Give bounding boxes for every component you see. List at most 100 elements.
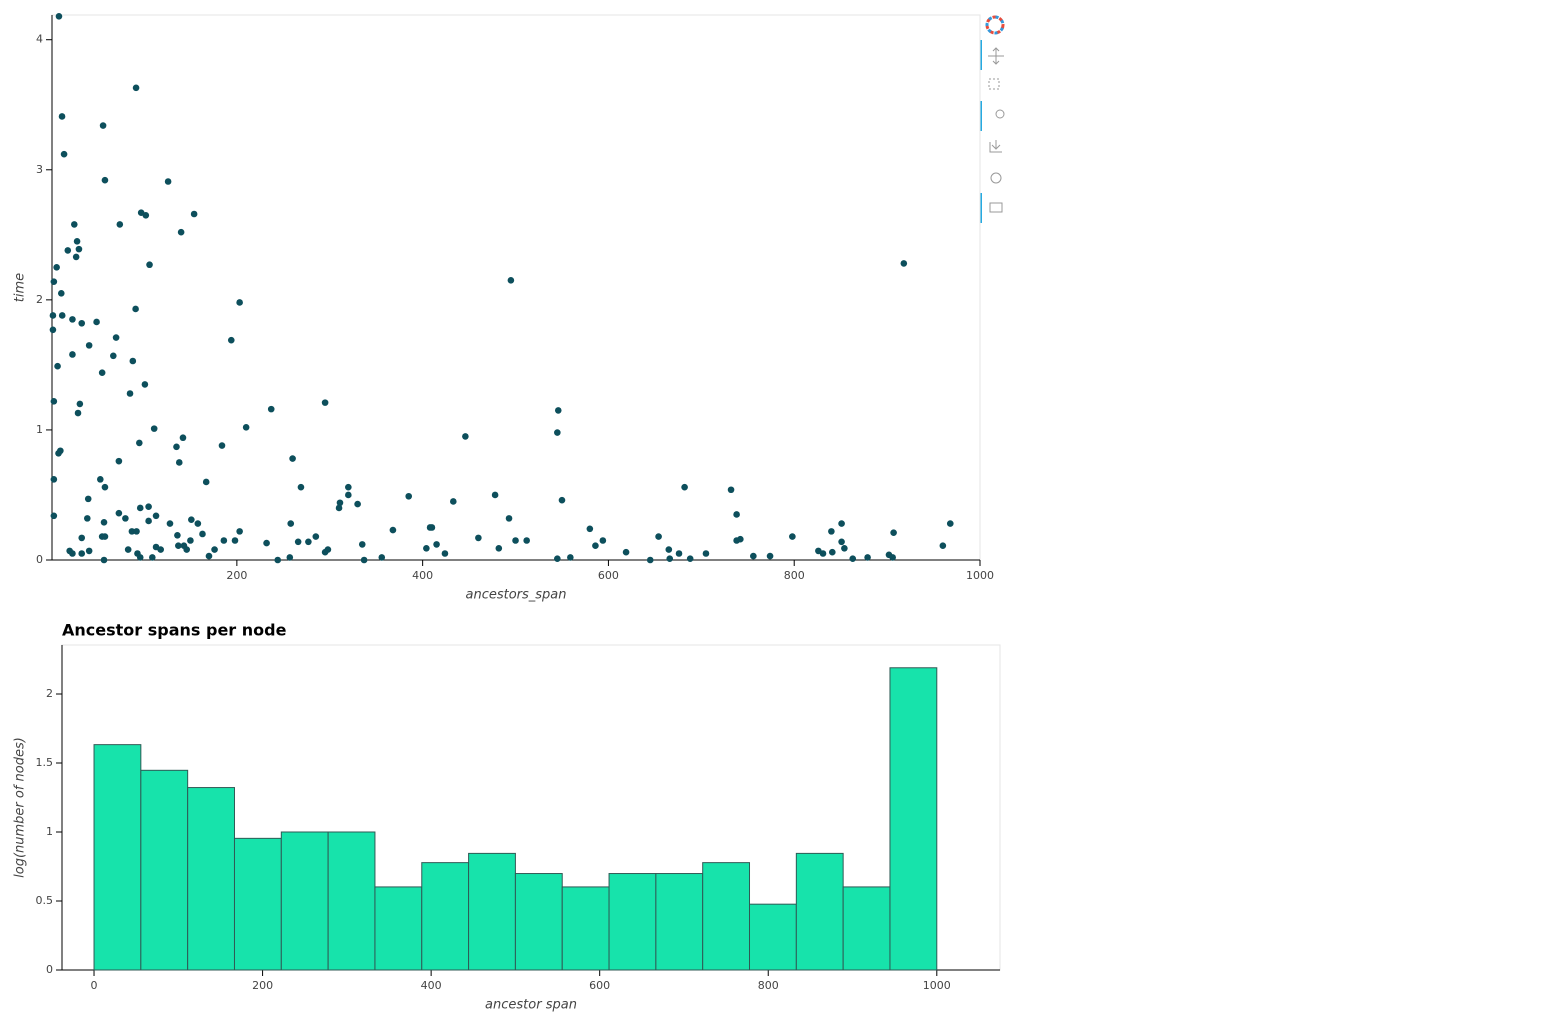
point <box>354 500 361 508</box>
point <box>69 550 76 557</box>
box-zoom-tool[interactable] <box>988 78 1000 90</box>
point <box>335 504 343 512</box>
point <box>54 362 61 370</box>
bar <box>280 831 329 971</box>
point <box>157 546 164 553</box>
point <box>100 556 108 564</box>
point <box>274 556 282 564</box>
point <box>218 442 226 449</box>
y-tick-label: 3 <box>36 163 43 176</box>
point <box>727 486 735 494</box>
y-tick-label: 0 <box>46 963 53 976</box>
point <box>199 530 206 538</box>
hover-tool[interactable] <box>989 202 1003 213</box>
point <box>53 264 60 271</box>
point <box>175 542 182 549</box>
point <box>345 483 352 491</box>
point <box>132 84 140 92</box>
point <box>849 555 857 562</box>
point <box>110 352 117 360</box>
point <box>122 515 129 522</box>
point <box>194 520 202 527</box>
bar <box>187 787 235 971</box>
y-tick-label: 1 <box>46 825 53 838</box>
point <box>286 554 294 561</box>
point <box>50 476 58 483</box>
point <box>491 491 499 499</box>
point <box>64 247 72 254</box>
point <box>70 221 78 228</box>
point <box>428 524 436 531</box>
point <box>567 554 574 561</box>
save-tool[interactable] <box>989 140 1002 153</box>
bar <box>421 862 470 971</box>
bar <box>889 667 938 971</box>
point <box>166 520 174 527</box>
y-tick-label: 2 <box>36 293 43 306</box>
point <box>433 541 440 548</box>
wheel-zoom-tool[interactable] <box>995 109 1005 119</box>
point <box>205 552 213 560</box>
point <box>98 369 106 376</box>
point <box>101 483 109 491</box>
point <box>554 429 561 436</box>
point <box>136 554 144 561</box>
point <box>211 546 218 553</box>
point <box>231 537 239 544</box>
point <box>69 316 76 323</box>
point <box>58 113 66 120</box>
point <box>841 544 848 552</box>
point <box>554 555 561 562</box>
point <box>666 555 674 562</box>
x-tick-label: 1000 <box>966 569 994 582</box>
point <box>766 552 774 560</box>
bar <box>140 769 189 971</box>
y-axis-label: log(number of nodes) <box>13 737 28 878</box>
point <box>132 305 139 313</box>
point <box>175 459 183 466</box>
point <box>78 319 86 327</box>
point <box>187 537 194 544</box>
point <box>838 538 845 546</box>
point <box>946 520 954 527</box>
point <box>702 550 710 557</box>
point <box>267 405 275 413</box>
bar <box>374 886 423 971</box>
point <box>423 544 430 552</box>
point <box>236 528 243 535</box>
point <box>177 228 185 236</box>
point <box>141 381 149 388</box>
point <box>202 478 210 486</box>
point <box>50 398 58 405</box>
point <box>599 537 607 544</box>
bar <box>608 873 657 971</box>
point <box>227 336 235 344</box>
point <box>336 499 344 507</box>
point <box>505 515 513 522</box>
pan-tool[interactable] <box>988 47 1004 65</box>
tool-active <box>980 193 982 223</box>
point <box>76 400 84 408</box>
point <box>78 550 86 557</box>
point <box>475 534 482 542</box>
point <box>173 443 180 451</box>
reset-tool[interactable] <box>990 172 1002 184</box>
point <box>57 290 65 297</box>
tool-active <box>980 40 982 70</box>
point <box>150 425 158 432</box>
point <box>507 277 515 284</box>
point <box>100 518 108 526</box>
x-tick-label: 800 <box>784 569 805 582</box>
x-tick-label: 0 <box>91 979 98 992</box>
point <box>72 253 80 261</box>
point <box>101 176 109 184</box>
point <box>133 528 140 535</box>
x-tick-label: 600 <box>589 979 610 992</box>
x-tick-label: 200 <box>226 569 247 582</box>
point <box>939 542 947 549</box>
y-tick-label: 2 <box>46 687 53 700</box>
point <box>889 554 896 561</box>
point <box>112 334 120 341</box>
tool-active <box>980 101 982 131</box>
